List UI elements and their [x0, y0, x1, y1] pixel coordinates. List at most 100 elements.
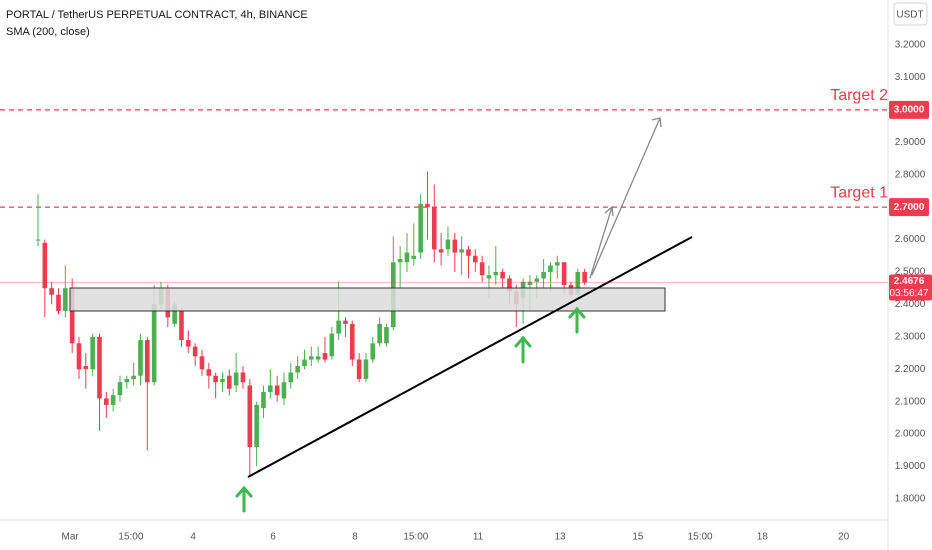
x-tick-label: 15:00	[118, 532, 143, 543]
y-tick-label: 2.3000	[895, 331, 926, 342]
y-tick-label: 2.5000	[895, 267, 926, 278]
y-tick-label: 3.2000	[895, 40, 926, 51]
candle-body	[220, 378, 225, 383]
candle-body	[315, 356, 321, 360]
candle-body	[466, 249, 471, 256]
candle-body	[124, 378, 130, 383]
y-tick-label: 3.1000	[895, 72, 926, 83]
candle-body	[582, 271, 587, 283]
candle-body	[240, 372, 246, 383]
candle-body	[548, 265, 553, 272]
y-tick-label: 2.2000	[895, 364, 926, 375]
support-zone	[69, 287, 666, 312]
candle-body	[131, 375, 136, 379]
candle-body	[104, 398, 109, 405]
price-label: 3.0000	[894, 105, 925, 116]
candle-body	[554, 262, 560, 266]
candle-body	[356, 359, 362, 379]
candle-body	[363, 359, 369, 379]
candle-body	[83, 366, 89, 370]
candle-body	[49, 288, 54, 295]
candle-body	[322, 353, 328, 360]
currency: USDT	[896, 10, 923, 21]
price-label-box	[889, 100, 929, 119]
candle-body	[254, 404, 259, 448]
candle-body	[302, 359, 307, 367]
candle-body	[534, 278, 540, 282]
countdown-label: 03:56:47	[890, 288, 929, 299]
candle-body	[459, 249, 464, 253]
x-tick-label: Mar	[61, 532, 79, 543]
candle-body	[507, 278, 512, 292]
candle-body	[411, 255, 417, 260]
candle-body	[63, 288, 68, 311]
candle-body	[172, 304, 177, 324]
candle-body	[90, 336, 95, 370]
candle-body	[425, 203, 430, 208]
x-tick-label: 8	[352, 532, 358, 543]
candle-body	[227, 375, 232, 389]
target-label: Target 2	[830, 87, 888, 104]
candle-body	[561, 262, 567, 285]
candle-body	[493, 271, 499, 276]
candle-body	[151, 304, 157, 383]
projection-arrows	[589, 117, 662, 279]
candle-body	[472, 255, 478, 263]
candle-body	[452, 239, 458, 253]
candle-body	[336, 320, 341, 334]
candle-body	[377, 323, 382, 344]
candle-body	[97, 336, 102, 399]
x-tick-label: 15	[632, 532, 644, 543]
candle-body	[486, 275, 492, 279]
last-price-box	[889, 274, 932, 301]
candle-body	[384, 327, 389, 344]
y-tick-label: 1.8000	[895, 494, 926, 505]
candle-body	[179, 310, 184, 341]
candle-body	[281, 382, 287, 399]
candle-body	[500, 271, 505, 279]
currency-box	[893, 2, 928, 26]
y-tick-label: 2.0000	[895, 429, 926, 440]
candle-body	[233, 372, 239, 386]
x-tick-label: 6	[270, 532, 276, 543]
candle-body	[329, 333, 335, 357]
y-tick-label: 1.9000	[895, 461, 926, 472]
chart-title: PORTAL / TetherUS PERPETUAL CONTRACT, 4h…	[6, 9, 308, 21]
x-tick-label: 13	[554, 532, 566, 543]
candle-body	[404, 252, 410, 263]
candle-body	[192, 346, 198, 357]
candle-body	[295, 366, 300, 373]
candle-body	[213, 375, 218, 383]
candle-body	[268, 385, 273, 392]
x-tick-label: 15:00	[688, 532, 713, 543]
y-tick-label: 2.9000	[895, 137, 926, 148]
candle-body	[343, 320, 348, 324]
candle-body	[288, 372, 294, 383]
candle-body	[206, 369, 212, 376]
candle-body	[247, 385, 253, 448]
y-tick-label: 2.8000	[895, 169, 926, 180]
candle-body	[445, 239, 451, 250]
target-label: Target 1	[830, 184, 888, 201]
last-price-label: 2.4676	[894, 276, 925, 287]
candle-body	[479, 262, 485, 276]
candle-body	[145, 340, 150, 383]
x-tick-label: 11	[473, 532, 484, 543]
candle-body	[110, 395, 116, 405]
candle-body	[186, 340, 191, 347]
candle-body	[69, 288, 75, 344]
candle-body	[117, 382, 123, 396]
candle-body	[370, 343, 376, 360]
candle-body	[350, 323, 355, 360]
price-label: 2.7000	[894, 202, 925, 213]
indicator-label: SMA (200, close)	[6, 26, 90, 38]
y-tick-label: 2.4000	[895, 299, 926, 310]
candle-body	[527, 281, 533, 285]
candle-body	[138, 340, 143, 376]
candle-body	[309, 356, 314, 360]
candle-body	[42, 242, 48, 289]
y-tick-label: 2.6000	[895, 234, 926, 245]
candle-body	[438, 249, 444, 253]
